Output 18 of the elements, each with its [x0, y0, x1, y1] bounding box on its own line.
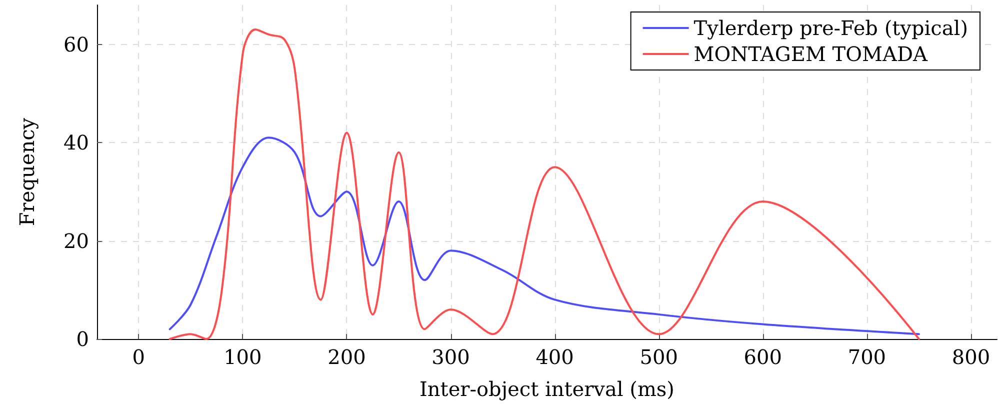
x-axis-title: Inter-object interval (ms): [420, 377, 674, 401]
x-tick-label: 400: [536, 345, 574, 369]
legend-label: Tylerderp pre-Feb (typical): [694, 16, 968, 40]
y-tick-label: 20: [64, 228, 89, 253]
x-tick-label: 700: [848, 345, 886, 369]
x-tick-label: 0: [132, 345, 145, 369]
legend-label: MONTAGEM TOMADA: [694, 42, 928, 66]
x-tick-label: 800: [952, 345, 990, 369]
x-tick-label: 200: [328, 345, 366, 369]
x-tick-label: 100: [224, 345, 262, 369]
line-series: [168, 136, 920, 336]
y-axis-title: Frequency: [15, 117, 39, 226]
x-tick-label: 600: [744, 345, 782, 369]
y-tick-label: 40: [64, 130, 89, 155]
x-tick-label: 500: [640, 345, 678, 369]
y-tick-label: 60: [64, 32, 89, 56]
x-tick-label: 300: [432, 345, 470, 369]
y-tick-label: 0: [76, 327, 89, 351]
